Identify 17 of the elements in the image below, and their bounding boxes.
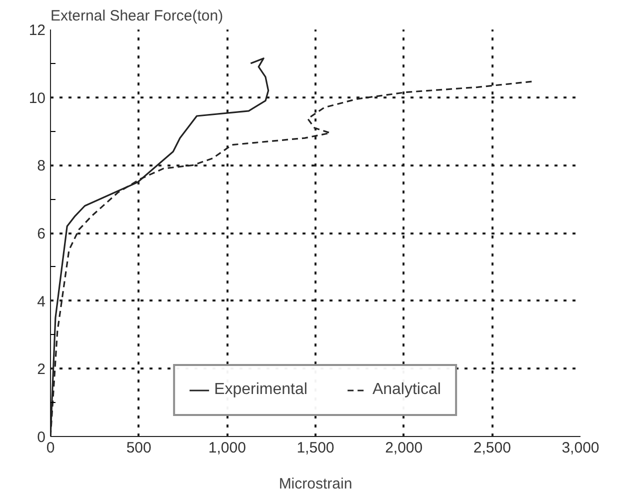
x-axis-title: Microstrain bbox=[278, 476, 352, 492]
y-tick-label: 2 bbox=[37, 361, 46, 378]
x-tick-label: 1,500 bbox=[296, 440, 334, 456]
y-tick-label: 6 bbox=[37, 226, 46, 242]
legend-label: Analytical bbox=[372, 381, 441, 399]
legend-label: Experimental bbox=[214, 381, 308, 399]
x-tick-label: 3,000 bbox=[562, 440, 600, 456]
y-tick-label: 10 bbox=[28, 90, 46, 107]
y-tick-label: 4 bbox=[37, 293, 46, 310]
x-tick-label: 2,000 bbox=[385, 440, 423, 456]
y-axis-title: External Shear Force(ton) bbox=[50, 8, 224, 24]
y-tick-label: 8 bbox=[37, 158, 46, 175]
x-tick-label: 500 bbox=[126, 440, 152, 456]
x-tick-label: 2,500 bbox=[473, 440, 511, 456]
y-tick-label: 12 bbox=[28, 22, 46, 39]
x-tick-label: 1,000 bbox=[208, 440, 246, 456]
y-tick-label: 0 bbox=[37, 429, 46, 446]
